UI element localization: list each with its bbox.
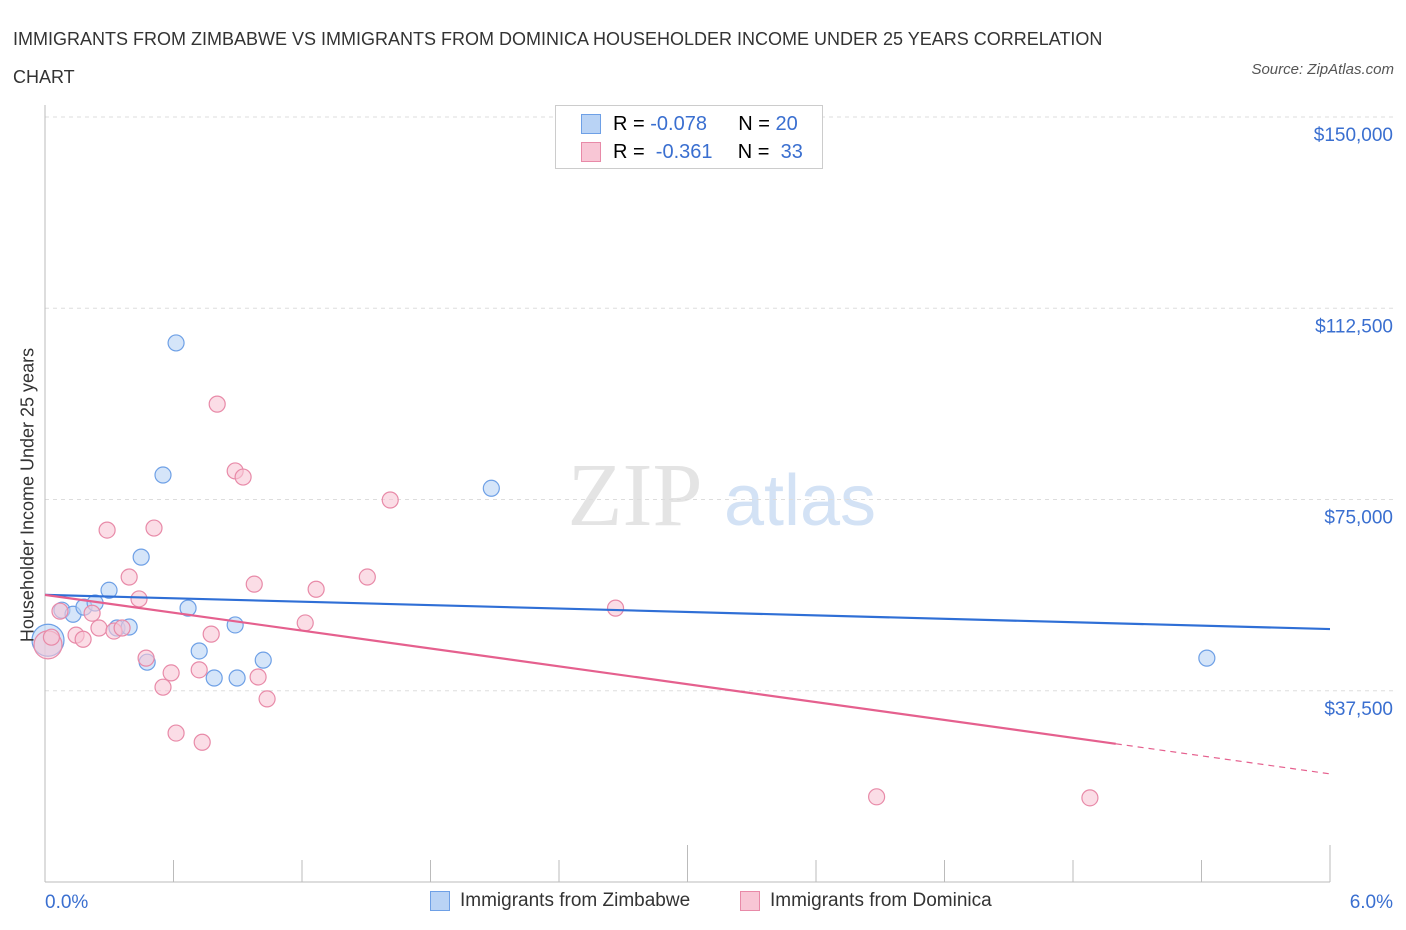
data-point: [226, 616, 244, 634]
zimbabwe-swatch: [581, 114, 601, 134]
data-point: [1198, 649, 1216, 667]
x-tick-label: 6.0%: [1350, 892, 1393, 913]
y-tick-label: $75,000: [1324, 508, 1393, 529]
data-point: [258, 690, 276, 708]
data-point: [254, 651, 272, 669]
data-point: [145, 519, 163, 537]
zimbabwe-n: 20: [775, 112, 798, 135]
data-point: [205, 669, 223, 687]
data-point: [358, 568, 376, 586]
data-point: [90, 619, 108, 637]
data-point: [179, 599, 197, 617]
data-point: [154, 466, 172, 484]
dominica-r: -0.361: [655, 140, 713, 163]
data-point: [120, 568, 138, 586]
chart-title: IMMIGRANTS FROM ZIMBABWE VS IMMIGRANTS F…: [13, 29, 1103, 87]
legend-row-dominica: R = -0.361 N = 33: [581, 139, 803, 165]
data-point: [190, 642, 208, 660]
data-point: [868, 788, 886, 806]
watermark-atlas: atlas: [724, 461, 876, 541]
zimbabwe-swatch: [430, 891, 450, 911]
data-point: [1081, 789, 1099, 807]
data-point: [606, 599, 625, 617]
data-point: [234, 468, 252, 486]
data-point: [100, 581, 118, 599]
data-point: [51, 602, 69, 620]
bottom-legend-dominica: Immigrants from Dominica: [740, 890, 992, 912]
data-point: [228, 669, 246, 687]
data-point: [83, 604, 101, 622]
trend-line: [44, 593, 1331, 631]
watermark-zip: ZIP: [568, 446, 703, 545]
data-point: [296, 614, 314, 632]
data-point: [162, 664, 180, 682]
data-point: [74, 630, 92, 648]
legend-label: Immigrants from Zimbabwe: [460, 890, 691, 911]
legend-row-zimbabwe: R = -0.078 N = 20: [581, 111, 798, 137]
data-point: [154, 678, 172, 696]
y-axis-label: Householder Income Under 25 years: [17, 347, 38, 643]
data-point: [245, 575, 263, 593]
data-point: [381, 491, 399, 509]
data-point: [130, 590, 148, 608]
trend-line-extension: [1115, 743, 1331, 775]
bottom-legend-zimbabwe: Immigrants from Zimbabwe: [430, 890, 690, 912]
data-point: [137, 649, 155, 667]
y-tick-label: $150,000: [1314, 125, 1393, 146]
data-point: [132, 548, 150, 566]
dominica-n: 33: [780, 140, 803, 163]
data-point: [208, 395, 226, 413]
legend-label: Immigrants from Dominica: [770, 890, 992, 911]
data-point: [307, 580, 325, 598]
source-label: Source: ZipAtlas.com: [1251, 61, 1394, 78]
trend-line: [44, 593, 1116, 745]
data-point: [190, 661, 208, 679]
stats-legend: R = -0.078 N = 20 R = -0.361 N = 33: [555, 105, 823, 169]
zimbabwe-r: -0.078: [650, 112, 707, 135]
data-point: [167, 724, 185, 742]
data-point: [482, 479, 500, 497]
x-tick-label: 0.0%: [45, 892, 88, 913]
data-point: [42, 628, 61, 646]
dominica-swatch: [581, 142, 601, 162]
data-point: [167, 334, 185, 352]
data-point: [249, 668, 267, 686]
data-point: [113, 619, 131, 637]
dominica-swatch: [740, 891, 760, 911]
data-point: [98, 521, 116, 539]
y-tick-label: $112,500: [1315, 316, 1393, 337]
y-tick-label: $37,500: [1324, 699, 1393, 720]
data-point: [193, 733, 211, 751]
data-point: [202, 625, 220, 643]
